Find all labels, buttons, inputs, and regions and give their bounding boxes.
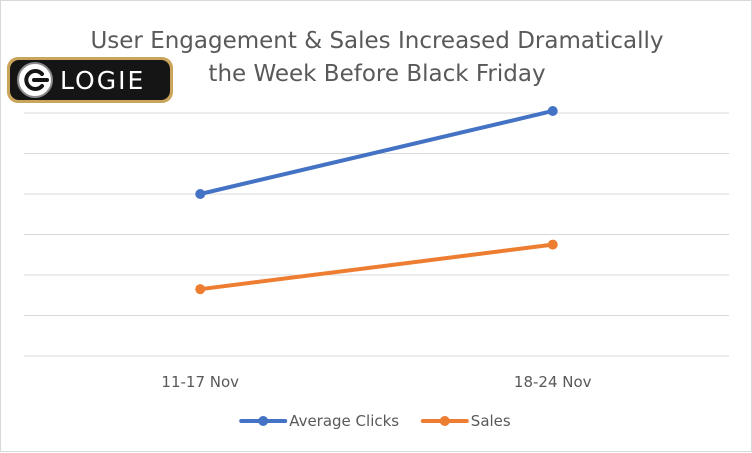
legend-item: Average Clicks	[239, 412, 399, 430]
legend-swatch-marker	[439, 416, 450, 426]
series-lines	[195, 105, 558, 295]
legend-label: Sales	[471, 412, 511, 430]
data-point	[547, 239, 558, 250]
chart-title-line-1: User Engagement & Sales Increased Dramat…	[90, 28, 663, 54]
legend-item: Sales	[420, 412, 511, 430]
power-icon	[24, 69, 49, 91]
logo: LOGIE	[7, 57, 173, 103]
data-point	[195, 189, 206, 199]
series-line-1	[198, 242, 555, 292]
x-tick-label: 18-24 Nov	[514, 373, 592, 391]
data-point	[195, 284, 206, 295]
data-point	[547, 105, 558, 116]
logo-text: LOGIE	[60, 66, 145, 95]
chart-title-line-2: the Week Before Black Friday	[208, 61, 545, 87]
series-line-0	[198, 108, 555, 196]
legend-swatch-marker	[258, 416, 269, 426]
legend: Average Clicks Sales	[239, 412, 511, 430]
gridlines	[24, 112, 729, 357]
x-axis-tick-labels: 11-17 Nov 18-24 Nov	[161, 373, 591, 391]
x-tick-label: 11-17 Nov	[161, 373, 239, 391]
legend-label: Average Clicks	[289, 412, 399, 430]
